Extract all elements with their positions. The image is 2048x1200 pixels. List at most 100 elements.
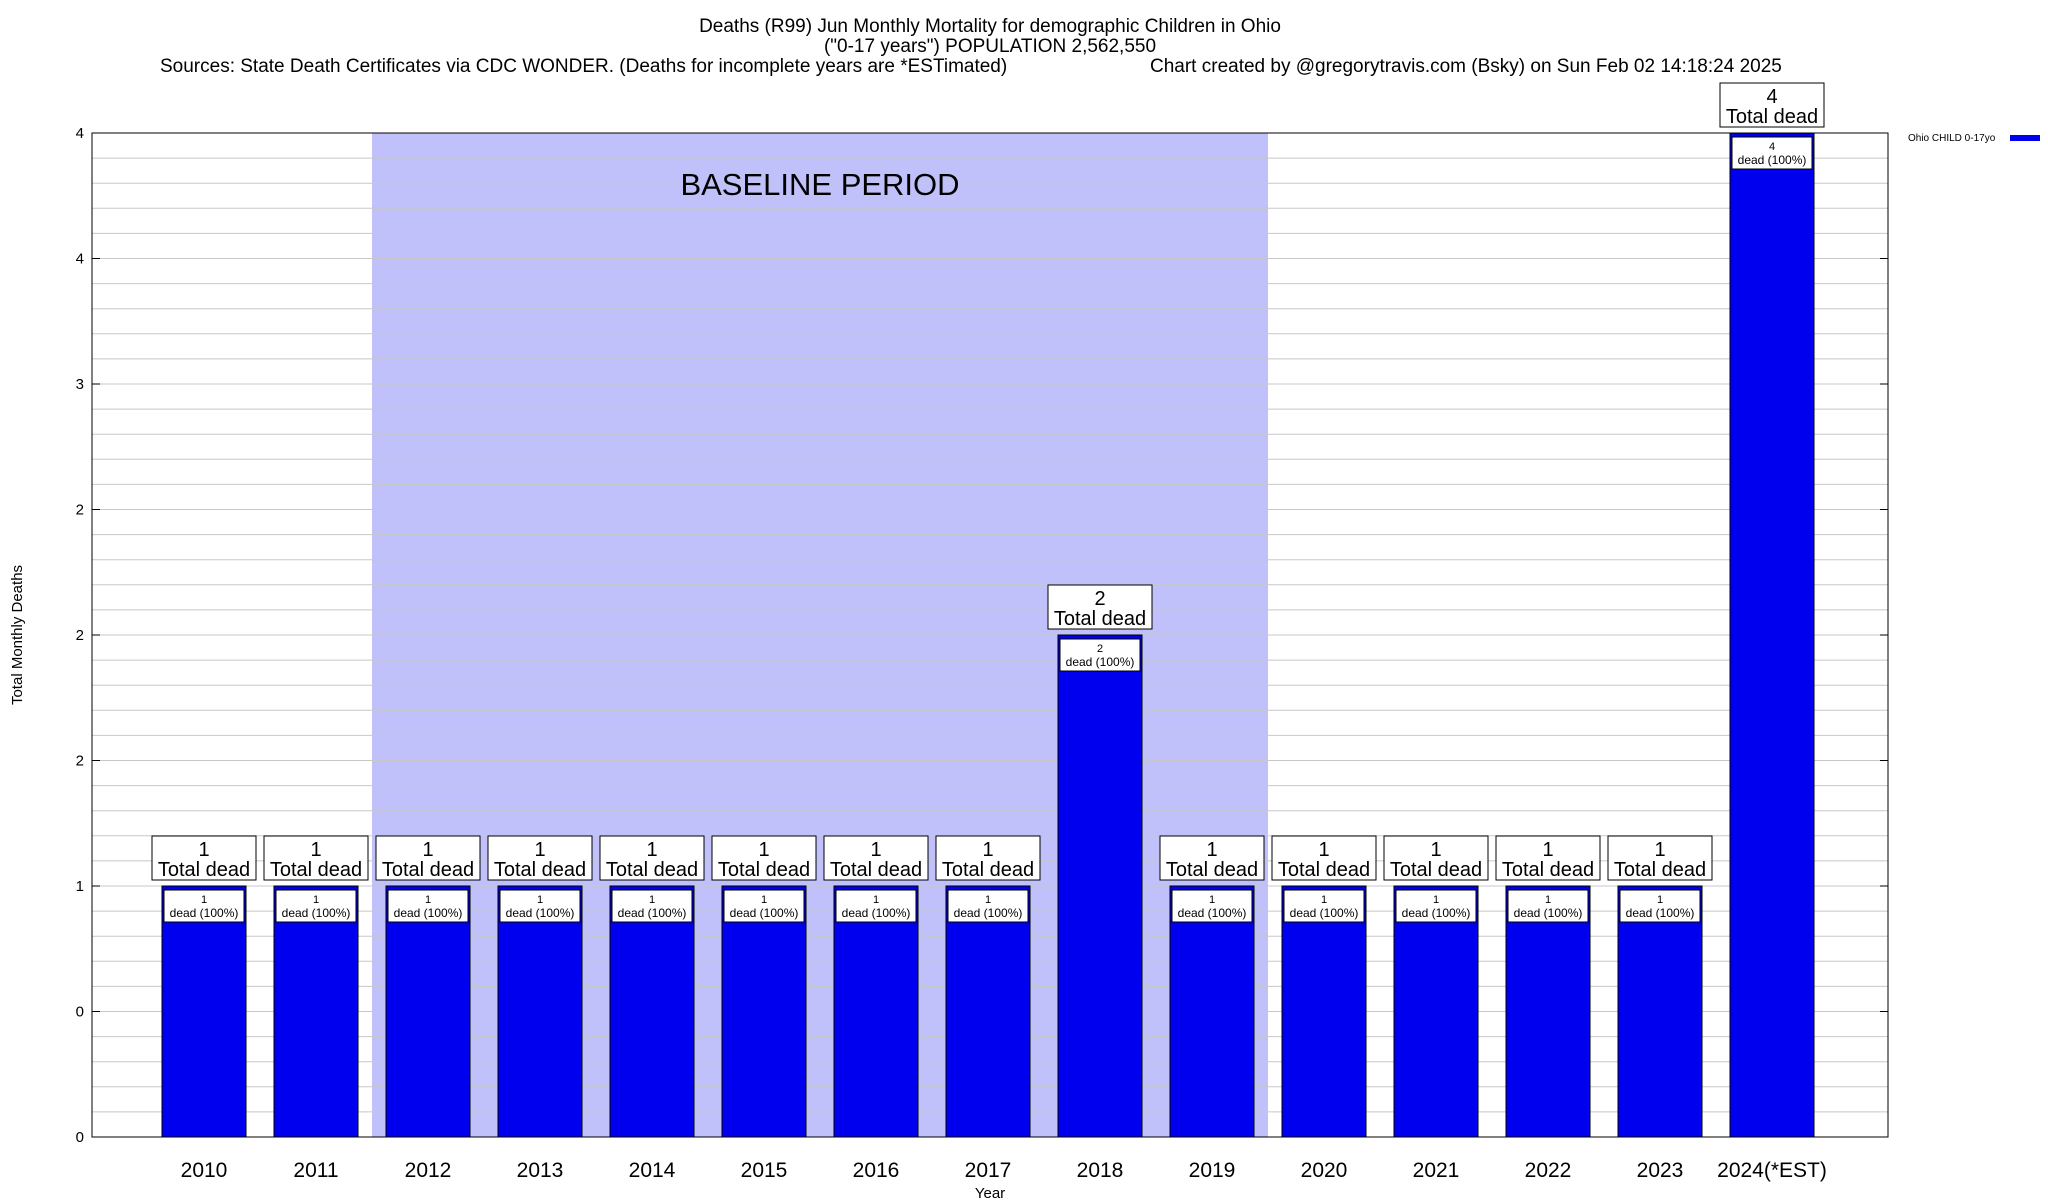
bar-inner-label: dead (100%) <box>170 906 239 920</box>
bar-total-count: 1 <box>422 839 433 861</box>
bar-2017 <box>945 885 1031 1138</box>
x-tick-label: 2010 <box>181 1159 228 1182</box>
y-tick-label: 4 <box>76 251 84 268</box>
x-tick-label: 2023 <box>1637 1159 1684 1182</box>
x-tick-label: 2020 <box>1301 1159 1348 1182</box>
bar-inner-label-box <box>1283 889 1365 923</box>
bar-total-label: Total dead <box>1278 859 1370 881</box>
bar-2011 <box>273 885 359 1138</box>
x-tick-label: 2022 <box>1525 1159 1572 1182</box>
bar-total-label: Total dead <box>1614 859 1706 881</box>
bar-inner-label: dead (100%) <box>282 906 351 920</box>
chart-sources: Sources: State Death Certificates via CD… <box>160 56 1007 77</box>
bar-total-label: Total dead <box>382 859 474 881</box>
bar-total-count: 4 <box>1766 86 1777 108</box>
bar-total-label: Total dead <box>270 859 362 881</box>
bar-2016 <box>833 885 919 1138</box>
bar-total-label: Total dead <box>1502 859 1594 881</box>
bar-inner-label-box <box>1619 889 1701 923</box>
bar-total-count: 1 <box>982 839 993 861</box>
x-tick-label: 2016 <box>853 1159 900 1182</box>
bar-inner-count: 1 <box>537 894 543 906</box>
x-tick-label: 2018 <box>1077 1159 1124 1182</box>
chart-credit: Chart created by @gregorytravis.com (Bsk… <box>1150 56 1782 77</box>
bar-total-label: Total dead <box>1390 859 1482 881</box>
y-tick-label: 2 <box>76 502 84 519</box>
bar-total-label-box <box>823 835 929 881</box>
bar-total-label-box <box>1383 835 1489 881</box>
y-tick-label: 1 <box>76 878 84 895</box>
bar-2021 <box>1393 885 1479 1138</box>
bar-inner-label-box <box>1507 889 1589 923</box>
legend: Ohio CHILD 0-17yo <box>1908 133 2040 144</box>
chart-title: Deaths (R99) Jun Monthly Mortality for d… <box>699 16 1281 37</box>
bar-inner-label-box <box>1395 889 1477 923</box>
bar-total-count: 1 <box>534 839 545 861</box>
x-tick-label: 2015 <box>741 1159 788 1182</box>
bar-total-count: 1 <box>1654 839 1665 861</box>
bar-inner-label-box <box>947 889 1029 923</box>
bar-total-count: 1 <box>1318 839 1329 861</box>
bar-inner-count: 1 <box>313 894 319 906</box>
bar-total-label-box <box>487 835 593 881</box>
bar-total-count: 1 <box>1542 839 1553 861</box>
bar-inner-count: 1 <box>1433 894 1439 906</box>
legend-entry-label: Ohio CHILD 0-17yo <box>1908 133 1996 144</box>
bar-inner-label: dead (100%) <box>618 906 687 920</box>
bar-inner-label-box <box>163 889 245 923</box>
bar-inner-label-box <box>387 889 469 923</box>
bar-2015 <box>721 885 807 1138</box>
bar-total-count: 1 <box>310 839 321 861</box>
bar-total-count: 1 <box>758 839 769 861</box>
x-axis-ticks: 2010 2011 2012 2013 2014 2015 2016 2017 2018 2019… <box>181 1159 1827 1182</box>
legend-swatch <box>2010 135 2040 141</box>
bar-2010 <box>161 885 247 1138</box>
bar-2024(*EST) <box>1729 132 1815 1138</box>
y-tick-label: 0 <box>76 1129 84 1146</box>
x-tick-label: 2021 <box>1413 1159 1460 1182</box>
bar-total-label: Total dead <box>158 859 250 881</box>
bar-total-label: Total dead <box>1166 859 1258 881</box>
bar-total-label-box <box>1495 835 1601 881</box>
bar-inner-label-box <box>611 889 693 923</box>
bar-total-label-box <box>1047 584 1153 630</box>
bar-inner-label: dead (100%) <box>730 906 799 920</box>
bar-inner-label: dead (100%) <box>954 906 1023 920</box>
bar-total-label-box <box>151 835 257 881</box>
bars-layer <box>161 132 1815 1138</box>
x-axis-label: Year <box>975 1185 1005 1200</box>
bar-inner-count: 4 <box>1769 141 1775 153</box>
bar-total-label: Total dead <box>1726 106 1818 128</box>
bar-inner-label-box <box>1731 136 1813 170</box>
bar-total-label: Total dead <box>830 859 922 881</box>
y-tick-label: 2 <box>76 753 84 770</box>
bar-inner-label: dead (100%) <box>842 906 911 920</box>
y-axis-label: Total Monthly Deaths <box>9 565 26 705</box>
x-tick-label: 2019 <box>1189 1159 1236 1182</box>
y-tick-label: 3 <box>76 376 84 393</box>
bar-total-label-box <box>1271 835 1377 881</box>
bar-inner-count: 1 <box>201 894 207 906</box>
bar-inner-label-box <box>275 889 357 923</box>
bar-inner-count: 1 <box>985 894 991 906</box>
baseline-period-label: BASELINE PERIOD <box>680 167 959 202</box>
bar-2013 <box>497 885 583 1138</box>
bar-inner-label: dead (100%) <box>1738 153 1807 167</box>
bar-inner-count: 1 <box>1321 894 1327 906</box>
bar-inner-count: 1 <box>761 894 767 906</box>
bar-inner-label: dead (100%) <box>1626 906 1695 920</box>
bar-inner-label: dead (100%) <box>394 906 463 920</box>
x-tick-label: 2011 <box>293 1159 338 1182</box>
bar-inner-count: 1 <box>873 894 879 906</box>
x-tick-label: 2024(*EST) <box>1717 1159 1827 1182</box>
bar-total-label: Total dead <box>606 859 698 881</box>
chart-subtitle: ("0-17 years") POPULATION 2,562,550 <box>824 36 1156 57</box>
bar-inner-count: 1 <box>1545 894 1551 906</box>
bar-inner-count: 1 <box>649 894 655 906</box>
bar-inner-count: 1 <box>425 894 431 906</box>
x-tick-label: 2014 <box>629 1159 676 1182</box>
bar-inner-count: 1 <box>1657 894 1663 906</box>
